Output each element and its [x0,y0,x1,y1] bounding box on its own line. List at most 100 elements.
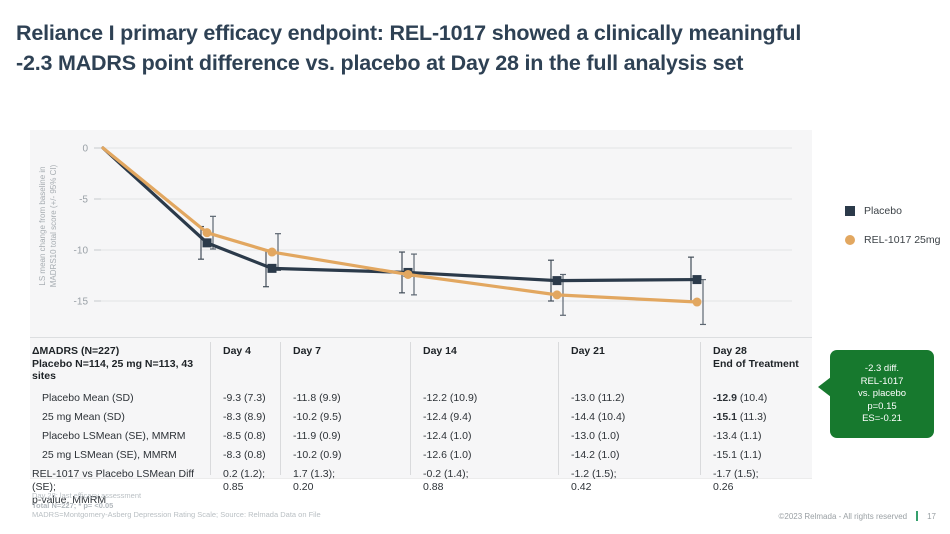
table-cell: -15.1 (11.3) [705,411,812,424]
row-label-line: Placebo LSMean (SE), MMRM [42,429,186,442]
rel1017-data-point [552,290,562,300]
slide-title-line1: Reliance I primary efficacy endpoint: RE… [16,21,802,45]
cell-value-line2: 0.20 [293,480,314,493]
copyright-text: ©2023 Relmada - All rights reserved [778,511,908,521]
result-callout: -2.3 diff. REL-1017 vs. placebo p=0.15 E… [818,350,934,438]
cell-value: -8.3 (8.9) [223,410,266,423]
row-label-line: Placebo Mean (SD) [42,391,134,404]
row-label-line: 25 mg Mean (SD) [42,410,125,423]
table-cell: -10.2 (0.9) [285,449,415,462]
table-cell: -11.8 (9.9) [285,392,415,405]
cell-value: -10.2 (9.5) [293,410,342,423]
table-column-header: Day 21 [563,345,705,358]
table-cell: -8.5 (0.8) [215,430,285,443]
table-header-label: ΔMADRS (N=227) Placebo N=114, 25 mg N=113… [30,345,215,383]
row-label-line: p-value, MMRM [32,493,107,506]
cell-value: -11.9 (0.9) [293,429,341,442]
y-tick-label: -15 [74,297,89,308]
table-cell: -12.4 (1.0) [415,430,563,443]
footnote-line3: MADRS=Montgomery-Asberg Depression Ratin… [32,510,321,519]
chart-legend: Placebo REL-1017 25mg [845,205,940,263]
slide-title: Reliance I primary efficacy endpoint: RE… [16,18,936,78]
table-row: REL-1017 vs Placebo LSMean Diff (SE); p-v… [30,468,812,507]
y-tick-label: -5 [79,195,88,206]
table-row: Placebo LSMean (SE), MMRM -8.5 (0.8) -11.9… [30,430,812,443]
cell-value: -12.2 (10.9) [423,391,478,404]
footnotes: Day 28: last efficacy assessment Total N… [32,491,321,520]
table-title-line1: ΔMADRS (N=227) [32,345,120,357]
callout-line: p=0.15 [867,400,897,412]
cell-value-line2: 0.85 [223,480,244,493]
table-cell: -10.2 (9.5) [285,411,415,424]
table-cell: 1.7 (1.3); 0.20 [285,468,415,494]
column-divider [210,342,211,475]
madrs-line-chart: 0 -5 -10 -15 LS mean change from baseline in… [38,144,792,326]
column-label: Day 4 [223,345,252,357]
placebo-data-point [692,275,702,285]
cell-value: -13.4 (1.1) [713,429,762,442]
table-cell: -13.4 (1.1) [705,430,812,443]
table-cell: -8.3 (0.8) [215,449,285,462]
cell-value: 1.7 (1.3); [293,467,336,480]
cell-value: -1.7 (1.5); [713,467,759,480]
cell-value: -13.0 (1.0) [571,429,620,442]
table-header-row: ΔMADRS (N=227) Placebo N=114, 25 mg N=113… [30,345,812,383]
cell-value-line2: 0.26 [713,480,734,493]
table-cell: -1.7 (1.5); 0.26 [705,468,812,494]
table-cell: 0.2 (1.2); 0.85 [215,468,285,494]
column-divider [700,342,701,475]
column-sublabel: End of Treatment [713,357,799,370]
row-label: 25 mg LSMean (SE), MMRM [30,449,215,462]
slide-title-line2: -2.3 MADRS point difference vs. placebo … [16,51,744,75]
legend-item-rel1017: REL-1017 25mg [845,234,940,246]
column-divider [280,342,281,475]
cell-value: -11.8 (9.9) [293,391,341,404]
cell-value: -15.1 (1.1) [713,448,762,461]
table-cell: -13.0 (1.0) [563,430,705,443]
rel1017-data-point [202,228,212,238]
table-title-line2: Placebo N=114, 25 mg N=113, 43 sites [32,357,194,383]
table-cell: -11.9 (0.9) [285,430,415,443]
madrs-table: ΔMADRS (N=227) Placebo N=114, 25 mg N=113… [30,337,812,513]
cell-value: -14.2 (1.0) [571,448,620,461]
table-row: Placebo Mean (SD) -9.3 (7.3) -11.8 (9.9) -1… [30,392,812,405]
rel1017-circle-marker-icon [845,235,855,245]
slide-footer: ©2023 Relmada - All rights reserved 17 [778,511,936,521]
column-label: Day 7 [293,345,322,357]
cell-value: -8.3 (0.8) [223,448,266,461]
table-column-header: Day 4 [215,345,285,358]
footnote-line1: Day 28: last efficacy assessment [32,491,142,500]
cell-value-line2: 0.88 [423,480,444,493]
placebo-data-point [202,238,212,248]
row-label: 25 mg Mean (SD) [30,411,215,424]
series-line-placebo [101,146,699,283]
cell-value: -10.2 (0.9) [293,448,342,461]
column-divider [558,342,559,475]
table-cell: -9.3 (7.3) [215,392,285,405]
column-label: Day 14 [423,345,457,357]
cell-value: 0.2 (1.2); [223,467,266,480]
row-label: REL-1017 vs Placebo LSMean Diff (SE); p-v… [30,468,215,507]
cell-value: -9.3 (7.3) [223,391,266,404]
page-number: 17 [927,511,936,521]
placebo-data-point [267,263,277,273]
callout-left-arrow-icon [818,377,831,397]
table-cell: -0.2 (1.4); 0.88 [415,468,563,494]
y-axis-label: LS mean change from baseline in [38,166,47,285]
table-cell: -8.3 (8.9) [215,411,285,424]
column-divider [410,342,411,475]
y-axis-label: MADRS10 total score (+/- 95% CI) [49,164,58,287]
table-cell: -13.0 (11.2) [563,392,705,405]
table-cell: -12.4 (9.4) [415,411,563,424]
series-line-rel1017 [101,146,699,304]
cell-value: -1.2 (1.5); [571,467,617,480]
table-cell: -1.2 (1.5); 0.42 [563,468,705,494]
row-label-line: 25 mg LSMean (SE), MMRM [42,448,177,461]
row-label: Placebo LSMean (SE), MMRM [30,430,215,443]
y-tick-label: -10 [74,246,89,257]
cell-value: -13.0 (11.2) [571,391,625,404]
callout-line: vs. placebo [857,388,907,399]
callout-line: REL-1017 [860,375,904,387]
chart-table-panel: 0 -5 -10 -15 LS mean change from baseline in… [30,130,812,506]
cell-value: -12.9 (10.4) [713,391,768,404]
